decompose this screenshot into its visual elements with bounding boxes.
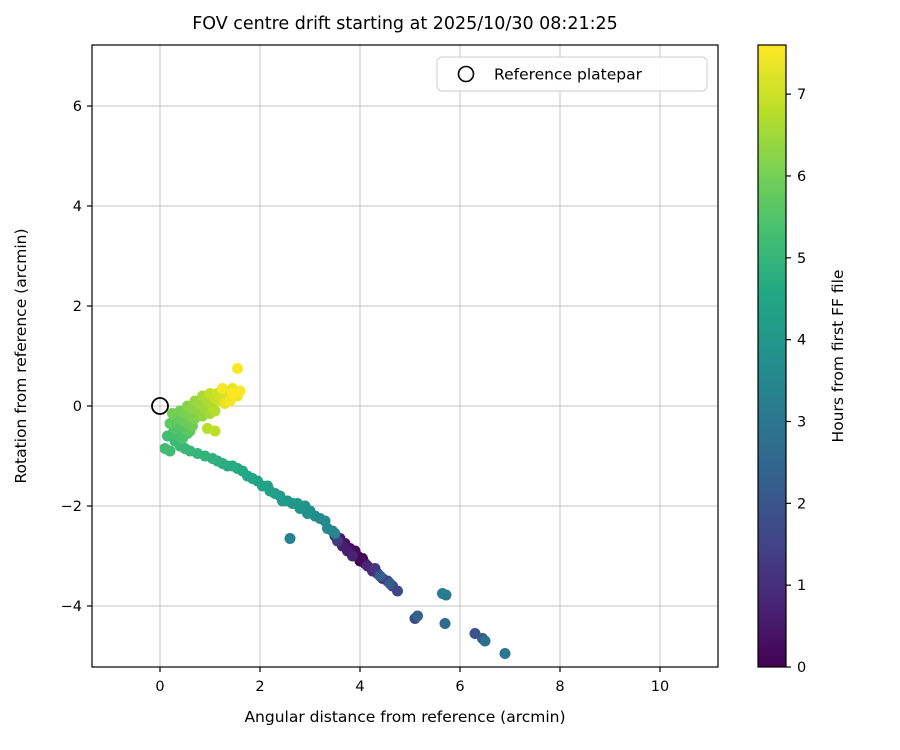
colorbar-tick-label: 1 [797,578,806,594]
y-tick-label: 2 [73,299,82,315]
legend-reference-marker-icon [457,65,475,83]
x-tick-label: 2 [255,679,264,695]
x-axis-label: Angular distance from reference (arcmin) [244,708,565,726]
x-tick-label: 10 [651,679,669,695]
legend: Reference platepar [436,56,708,92]
scatter-point [384,578,396,589]
axes: 0 2 4 6 8 10 −4 −2 0 2 4 6 [61,44,719,695]
scatter-point [232,363,243,374]
chart-title: FOV centre drift starting at 2025/10/30 … [192,14,618,34]
colorbar-tick-label: 5 [797,251,806,267]
scatter-point [479,635,491,647]
colorbar-tick-label: 0 [797,660,806,676]
y-axis-label: Rotation from reference (arcmin) [12,228,30,483]
colorbar-tick-label: 6 [797,169,806,185]
scatter-point [217,383,228,394]
scatter-point [412,610,423,622]
colorbar-tick-label: 7 [797,87,806,103]
scatter-point [437,588,448,599]
x-tick-label: 6 [455,679,464,695]
scatter-point [439,618,451,629]
plot-frame [91,44,719,668]
reference-platepar-marker [151,397,169,415]
legend-box [436,56,708,92]
y-tick-label: 6 [73,99,82,115]
scatter-point [209,405,221,417]
y-tick-label: −4 [61,599,82,615]
colorbar-outline [757,44,787,668]
x-tick-label: 8 [555,679,564,695]
scatter-point [159,443,171,454]
colorbar-tick-label: 3 [797,414,806,430]
scatter-point [209,425,221,437]
scatter-point [284,533,296,544]
colorbar-tick-label: 2 [797,496,806,512]
y-tick-label: 0 [73,399,82,415]
scatter-point [499,648,511,659]
scatter-point [227,388,238,399]
y-tick-label: −2 [61,499,82,515]
legend-label: Reference platepar [494,66,643,84]
x-tick-label: 0 [155,679,164,695]
colorbar: 0 1 2 3 4 5 6 7 [757,44,806,676]
scatter-point [374,570,386,582]
scatter-point [347,550,358,562]
grid-lines [92,45,718,667]
colorbar-gradient [758,45,786,667]
colorbar-label: Hours from first FF file [829,270,847,443]
x-tick-label: 4 [355,679,364,695]
colorbar-tick-label: 4 [797,333,806,349]
scatter-point [392,585,403,597]
y-tick-label: 4 [73,199,82,215]
scatter-points [159,363,511,659]
